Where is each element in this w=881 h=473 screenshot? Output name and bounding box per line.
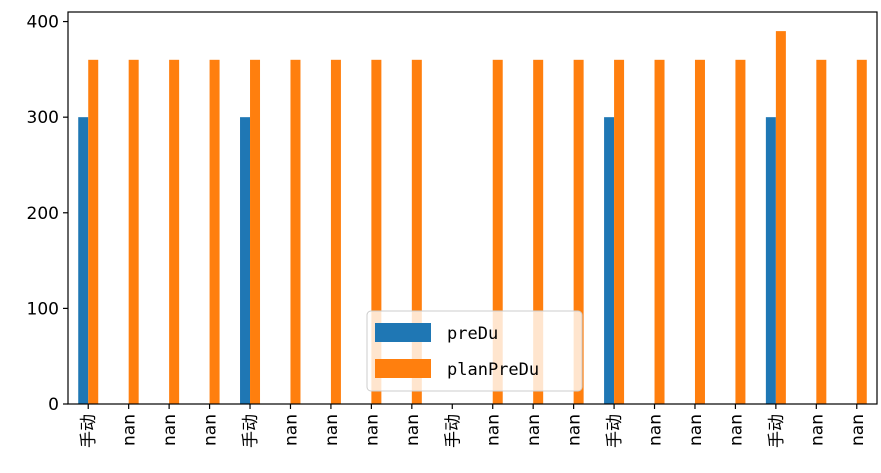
- x-tick-label: nan: [807, 414, 827, 446]
- legend-label-preDu: preDu: [447, 324, 498, 344]
- x-tick-label: nan: [726, 414, 746, 446]
- bar-planPreDu-12: [573, 59, 584, 405]
- x-tick-label: nan: [201, 414, 221, 446]
- x-tick-label: nan: [646, 414, 666, 446]
- x-tick-label: nan: [565, 414, 585, 446]
- y-tick-label: 200: [27, 204, 59, 224]
- bar-planPreDu-11: [533, 59, 544, 405]
- y-tick-label: 0: [48, 395, 59, 415]
- bar-planPreDu-14: [654, 59, 665, 405]
- bar-planPreDu-16: [735, 59, 746, 405]
- bars-layer: [78, 31, 867, 405]
- bar-planPreDu-17: [775, 31, 786, 405]
- x-tick-label: nan: [160, 414, 180, 446]
- y-tick-label: 300: [27, 108, 59, 128]
- x-tick-label: nan: [524, 414, 544, 446]
- bar-preDu-17: [765, 117, 776, 405]
- bar-planPreDu-18: [816, 59, 827, 405]
- bar-preDu-13: [604, 117, 615, 405]
- legend: preDu planPreDu: [366, 310, 583, 392]
- x-tick-label: nan: [848, 414, 868, 446]
- x-tick-label: nan: [403, 414, 423, 446]
- x-tick-label: 手动: [443, 414, 463, 448]
- bar-planPreDu-1: [128, 59, 139, 405]
- x-tick-label: nan: [120, 414, 140, 446]
- x-tick-label: 手动: [605, 414, 625, 448]
- x-tick-label: nan: [362, 414, 382, 446]
- legend-swatch-preDu: [375, 323, 431, 342]
- bar-planPreDu-4: [250, 59, 261, 405]
- bar-planPreDu-0: [88, 59, 99, 405]
- x-tick-label: 手动: [767, 414, 787, 448]
- bar-planPreDu-6: [330, 59, 341, 405]
- x-tick-label: 手动: [79, 414, 99, 448]
- bar-planPreDu-3: [209, 59, 220, 405]
- x-tick-label: nan: [281, 414, 301, 446]
- y-tick-label: 100: [27, 299, 59, 319]
- y-tick-label: 400: [27, 13, 59, 33]
- bar-planPreDu-8: [411, 59, 422, 405]
- x-tick-label: nan: [484, 414, 504, 446]
- bar-planPreDu-7: [371, 59, 382, 405]
- legend-swatch-planPreDu: [375, 359, 431, 378]
- bar-planPreDu-19: [856, 59, 867, 405]
- bar-planPreDu-5: [290, 59, 301, 405]
- bar-planPreDu-10: [492, 59, 503, 405]
- bar-planPreDu-2: [169, 59, 180, 405]
- bar-planPreDu-13: [614, 59, 625, 405]
- x-tick-label: nan: [686, 414, 706, 446]
- bar-planPreDu-15: [694, 59, 705, 405]
- x-tick-label: nan: [322, 414, 342, 446]
- legend-label-planPreDu: planPreDu: [447, 360, 539, 380]
- bar-preDu-0: [78, 117, 89, 405]
- bar-preDu-4: [240, 117, 251, 405]
- x-tick-label: 手动: [241, 414, 261, 448]
- plot-frame: [67, 11, 878, 405]
